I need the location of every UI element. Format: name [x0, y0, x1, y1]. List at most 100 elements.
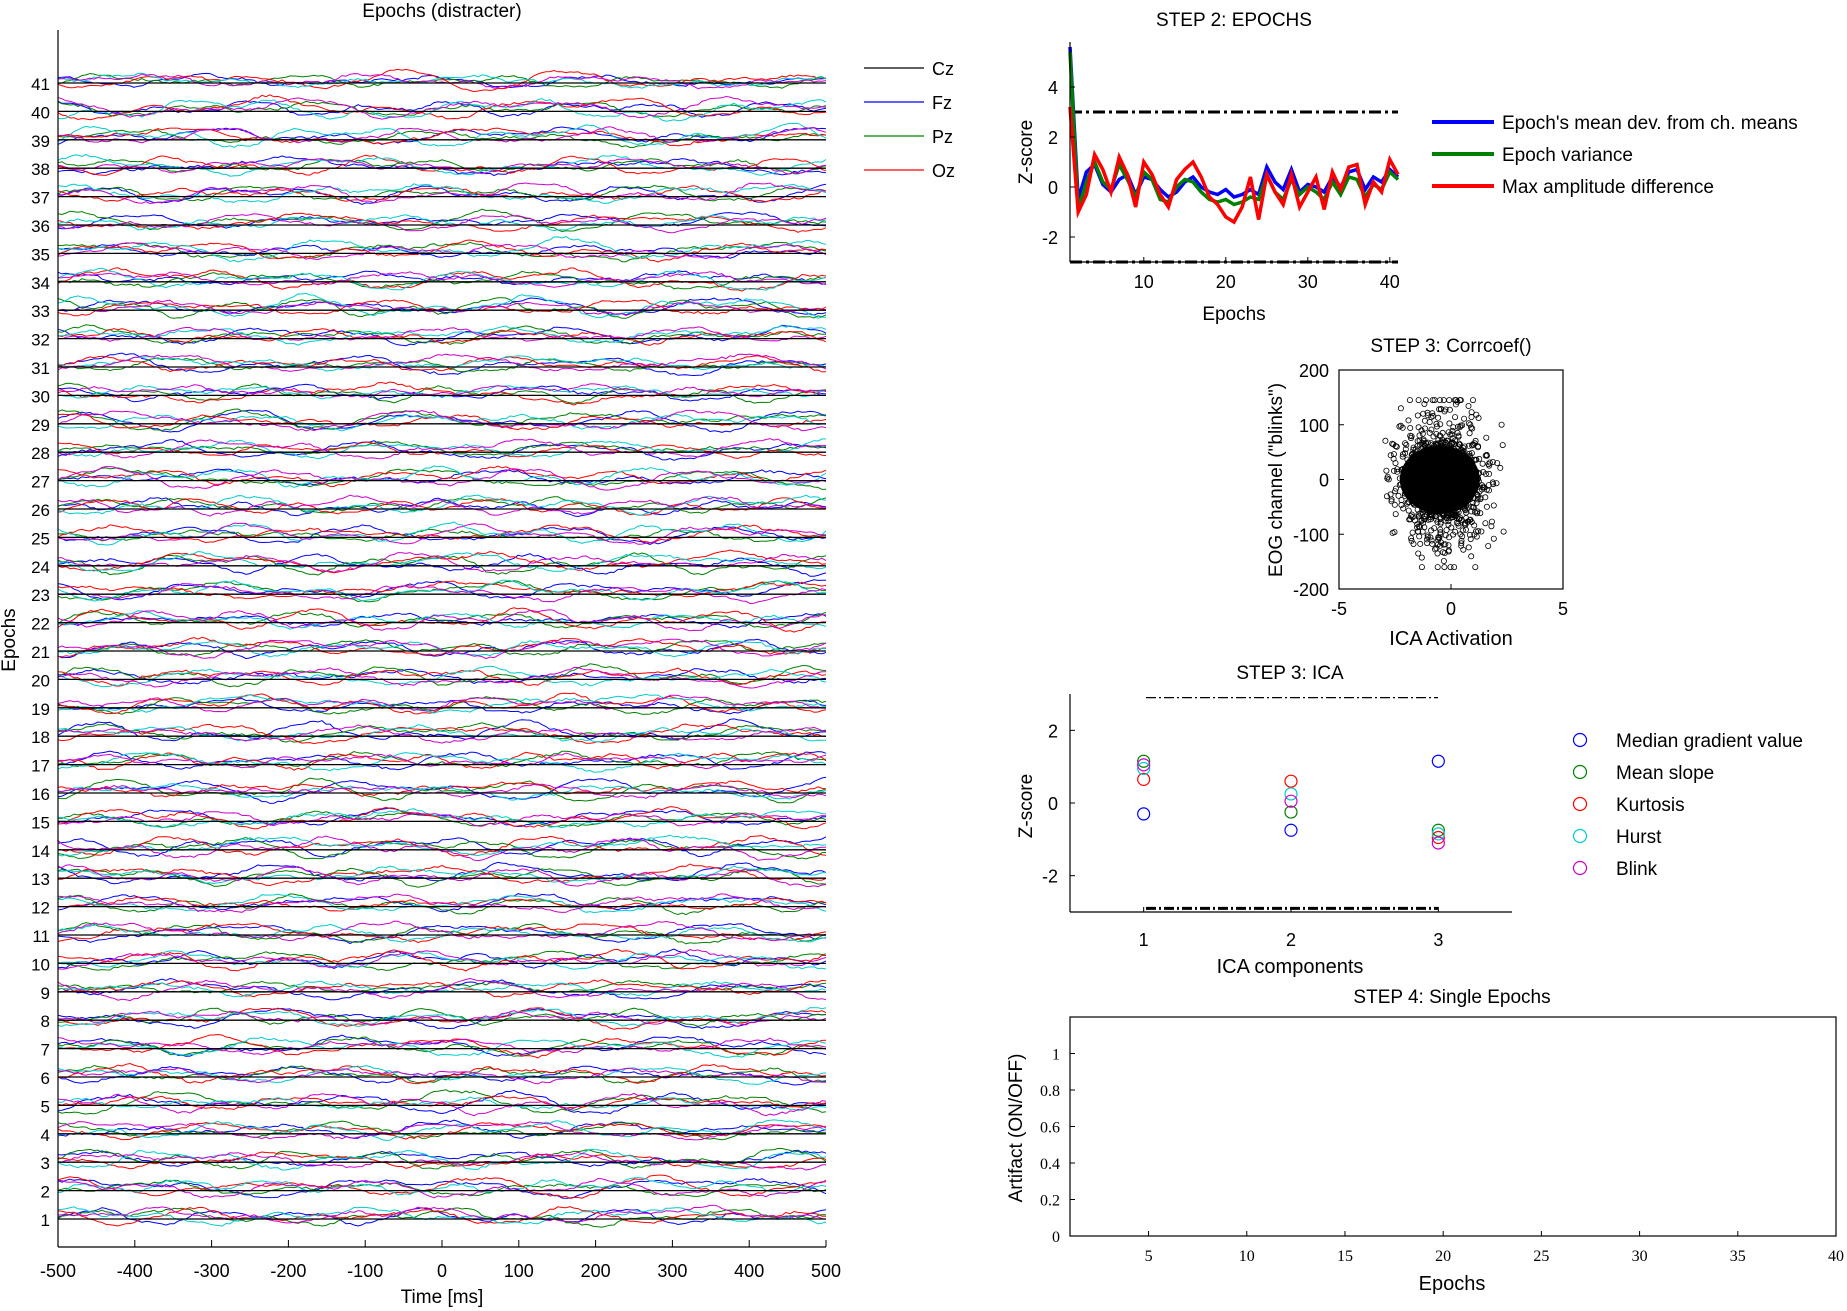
epoch-trace — [57, 1007, 827, 1028]
corr-point — [1391, 467, 1398, 474]
ica-x-tick-label: 2 — [1286, 930, 1296, 950]
step2-legend-label: Epoch variance — [1502, 145, 1633, 166]
epoch-trace — [57, 497, 827, 518]
corr-point — [1417, 540, 1424, 547]
epoch-trace — [57, 693, 827, 714]
ica-legend-marker — [1572, 828, 1588, 844]
epoch-trace — [57, 299, 827, 317]
epoch-trace — [57, 267, 827, 291]
corr-point — [1407, 516, 1414, 523]
corr-point — [1483, 503, 1490, 510]
epoch-trace — [57, 1089, 827, 1115]
epoch-trace — [57, 1036, 827, 1057]
epoch-tick-label: 5 — [41, 1097, 50, 1116]
corr-point — [1475, 528, 1482, 535]
epoch-trace — [57, 724, 827, 744]
step4-y-tick-label: 0.6 — [1040, 1120, 1060, 1137]
epoch-tick-label: 29 — [31, 416, 50, 435]
epochs-x-tick-label: 200 — [581, 1261, 611, 1281]
corr-point — [1466, 531, 1473, 538]
epoch-tick-label: 1 — [41, 1211, 50, 1230]
corr-point — [1418, 427, 1425, 434]
epoch-tick-label: 39 — [31, 132, 50, 151]
epoch-tick-label: 11 — [32, 927, 50, 946]
step2-panel: 10 20 30 40 -2 0 2 4 STEP 2: EPOCHS Epochs Z-score… — [1016, 10, 1798, 325]
epoch-tick-label: 41 — [31, 75, 50, 94]
epoch-trace — [57, 552, 827, 576]
corr-point — [1462, 507, 1469, 514]
corr-point — [1442, 541, 1449, 548]
epoch-trace — [57, 583, 827, 605]
epoch-trace — [57, 494, 826, 517]
epoch-tick-label: 38 — [31, 160, 50, 179]
epoch-trace — [57, 328, 827, 346]
epochs-ylabel: Epochs — [0, 608, 20, 671]
corr-point — [1470, 397, 1477, 404]
epoch-tick-label: 25 — [31, 529, 50, 548]
ica-marker — [1284, 823, 1298, 837]
epoch-trace — [57, 835, 827, 862]
corr-point — [1473, 411, 1480, 418]
epoch-trace — [57, 1119, 827, 1141]
epoch-trace — [57, 1033, 827, 1059]
epoch-trace — [57, 722, 827, 743]
epoch-trace — [57, 922, 827, 945]
ica-marker — [1431, 823, 1445, 837]
epoch-tick-label: 18 — [31, 728, 50, 747]
corr-point — [1395, 492, 1402, 499]
corr-point — [1434, 519, 1441, 526]
epoch-trace — [57, 611, 827, 629]
corr-point — [1455, 522, 1462, 529]
epoch-trace — [57, 1062, 827, 1085]
epochs-x-tick-label: 0 — [437, 1261, 447, 1281]
ica-marker — [1284, 787, 1298, 801]
corr-point — [1490, 502, 1497, 509]
corr-point — [1421, 417, 1428, 424]
corr-point — [1483, 434, 1490, 441]
corr-point — [1478, 528, 1485, 535]
corr-point — [1472, 564, 1479, 571]
corr-point — [1419, 528, 1426, 535]
corr-point — [1458, 540, 1465, 547]
epoch-tick-label: 40 — [31, 103, 50, 122]
epoch-trace — [57, 98, 827, 122]
corr-point — [1419, 430, 1426, 437]
corr-xlabel: ICA Activation — [1389, 628, 1512, 650]
corr-x-tick-label: 5 — [1558, 599, 1568, 619]
ica-title: STEP 3: ICA — [1236, 663, 1344, 684]
corr-point — [1420, 519, 1427, 526]
epoch-trace — [57, 549, 827, 574]
epoch-trace — [57, 922, 827, 944]
epoch-trace — [57, 580, 827, 600]
ica-marker — [1137, 761, 1151, 776]
corr-point — [1415, 513, 1422, 520]
ica-marker — [1431, 827, 1445, 841]
epoch-trace — [57, 409, 827, 432]
epoch-trace — [57, 355, 827, 372]
ica-marker — [1137, 807, 1151, 821]
step2-y-tick-label: -2 — [1042, 228, 1058, 248]
ica-legend-label: Median gradient value — [1616, 731, 1803, 752]
corr-point — [1418, 554, 1425, 561]
corr-point — [1469, 425, 1476, 432]
corr-point — [1383, 493, 1390, 500]
epoch-trace — [57, 836, 827, 858]
ica-legend-marker — [1572, 860, 1588, 876]
corr-point — [1417, 441, 1424, 448]
corr-point — [1416, 437, 1423, 444]
corr-point — [1488, 523, 1495, 530]
corr-point — [1402, 440, 1409, 447]
step4-y-tick-label: 0 — [1052, 1229, 1060, 1246]
epoch-trace — [57, 1148, 827, 1171]
epoch-trace — [57, 244, 827, 259]
epoch-tick-label: 37 — [31, 189, 50, 208]
epoch-trace — [57, 185, 827, 203]
epochs-x-tick-label: 400 — [734, 1261, 764, 1281]
epochs-x-tick-label: 100 — [504, 1261, 534, 1281]
corr-point — [1446, 420, 1453, 427]
step2-x-tick-label: 30 — [1298, 272, 1318, 292]
epochs-traces — [57, 68, 827, 1228]
epoch-tick-label: 17 — [31, 757, 50, 776]
corr-point — [1468, 519, 1475, 526]
epoch-trace — [57, 1206, 827, 1227]
